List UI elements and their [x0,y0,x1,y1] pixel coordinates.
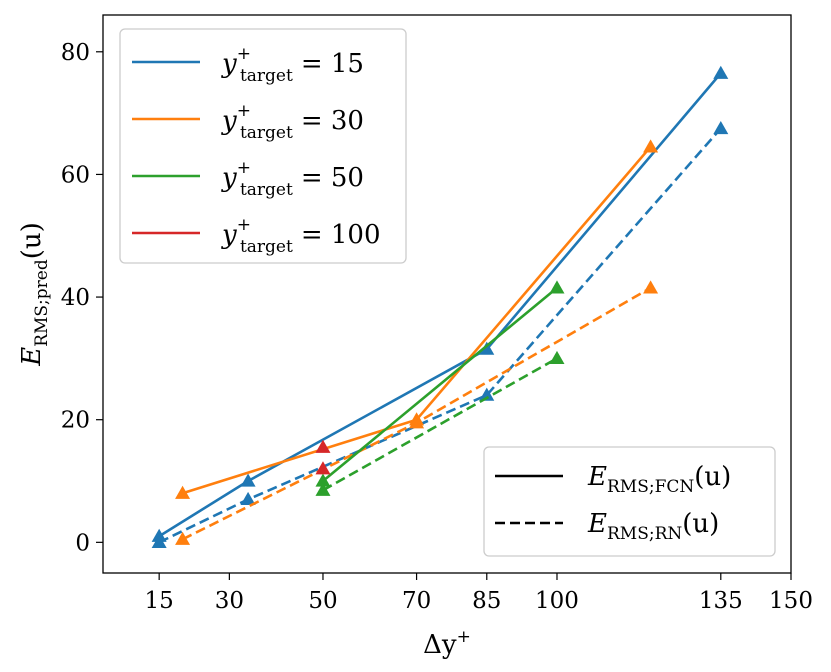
style-legend-arg: (u) [694,462,731,492]
data-point-15-FCN-3 [713,65,729,79]
legend-label-sub: target [240,237,293,257]
legend-label-prefix: y [221,106,237,136]
x-tick-label: 30 [215,588,244,614]
legend-label-sub: target [240,66,293,86]
color-legend-box [119,28,407,264]
y-axis-label-arg: (u) [17,222,47,259]
data-point-30-RN-2 [643,280,659,294]
plot-marks [151,65,729,548]
y-axis-label: ERMS;pred(u) [17,222,52,367]
legend-label-prefix: y [221,220,237,250]
data-point-50-RN-0 [315,482,331,496]
color-legend-label: y+ target = 30 [221,101,364,143]
style-legend-main: E [587,462,607,492]
data-point-30-FCN-2 [643,139,659,153]
plot-frame [102,14,792,574]
x-tick-label: 135 [699,588,743,614]
legend-label-sub: target [240,180,293,200]
style-legend-box [483,446,776,557]
style-legend-arg: (u) [682,509,719,539]
style-legend-main: E [587,509,607,539]
x-axis-label-sup: + [457,627,471,647]
series-line-15-FCN [158,72,722,538]
style-legend-sub: RMS;RN [607,524,682,544]
axes: 15 30 50 70 85 100 135 150020406080Δy+ERMS;pred… [17,40,813,660]
x-tick-label: 100 [535,588,579,614]
data-point-15-FCN-2 [479,341,495,355]
legend-label-value: = 30 [301,106,364,136]
legend-label-prefix: y [221,163,237,193]
legend-label-value: = 50 [301,163,364,193]
color-legend-label: y+ target = 15 [221,44,364,86]
x-axis-label: Δy+ [423,627,471,660]
color-legend-label: y+ target = 100 [221,215,381,257]
legend-label-sup: + [237,215,251,235]
x-axis-label-main: Δy [423,630,457,660]
data-point-30-RN-0 [175,531,191,545]
data-point-50-FCN-1 [549,280,565,294]
legend-label-sup: + [237,44,251,64]
data-point-15-RN-0 [151,534,167,548]
legend-label-sup: + [237,158,251,178]
legend-label-prefix: y [221,49,237,79]
data-point-30-RN-1 [409,415,425,429]
x-tick-label: 50 [308,588,337,614]
style-legend-label: ERMS;FCN(u) [587,462,731,497]
data-point-50-FCN-0 [315,473,331,487]
legend-label-value: = 100 [301,220,381,250]
data-point-15-FCN-1 [240,473,256,487]
legend-label-sup: + [237,101,251,121]
series-line-50-FCN [322,286,558,483]
y-tick-label: 40 [61,285,90,311]
data-point-15-RN-3 [713,120,729,135]
color-legend-label: y+ target = 50 [221,158,364,200]
series-line-15-RN [158,127,722,544]
legend-label-sub: target [240,123,293,143]
y-axis-label-sub: RMS;pred [32,259,52,347]
legend-label-value: = 15 [301,49,364,79]
color-legend: y+ target = 15y+ target = 30y+ target = 50y+ ta… [119,28,407,264]
style-legend-sub: RMS;FCN [607,477,694,497]
x-tick-label: 15 [145,588,174,614]
data-point-100-RN-0 [315,461,331,475]
y-tick-label: 20 [61,408,90,434]
style-legend-label: ERMS;RN(u) [587,509,719,544]
x-tick-label: 150 [769,588,813,614]
x-tick-label: 70 [402,588,431,614]
y-tick-label: 60 [61,162,90,188]
data-point-100-FCN-0 [315,439,331,453]
data-point-50-RN-1 [549,350,565,365]
data-point-15-RN-2 [479,387,495,401]
x-tick-label: 85 [472,588,501,614]
style-legend: ERMS;FCN(u)ERMS;RN(u) [483,446,776,557]
y-tick-label: 0 [75,530,90,556]
y-tick-label: 80 [61,40,90,66]
y-axis-label-main: E [17,347,47,367]
data-point-30-FCN-0 [175,485,191,499]
data-point-15-RN-1 [240,491,256,506]
